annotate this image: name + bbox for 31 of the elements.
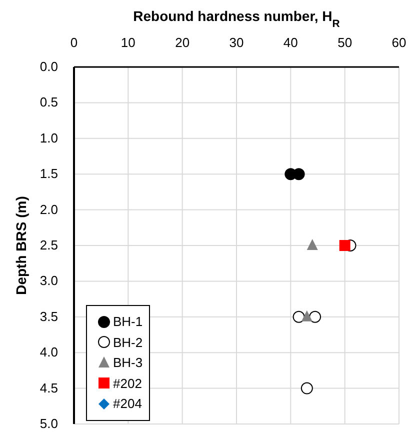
point	[309, 310, 322, 323]
legend-label: #202	[113, 376, 142, 391]
x-tick-label: 40	[283, 35, 298, 50]
y-tick-label: 4.5	[40, 380, 58, 396]
point	[339, 240, 350, 251]
point	[292, 310, 305, 323]
x-tick-label: 60	[392, 35, 406, 50]
point	[301, 310, 312, 322]
x-tick-label: 10	[120, 35, 136, 50]
y-tick-label: 2.0	[40, 202, 58, 217]
legend-label: BH-1	[113, 314, 143, 330]
y-tick-label: 0.5	[40, 94, 58, 110]
y-tick-label: 0.0	[40, 59, 58, 74]
legend-label: #204	[113, 396, 142, 412]
x-tick-label: 30	[229, 35, 244, 50]
legend-label: BH-2	[113, 334, 143, 350]
x-tick-label: 50	[338, 35, 352, 50]
x-axis-title: Rebound hardness number, H$_{R}$	[133, 8, 340, 30]
y-tick-label: 1.5	[40, 166, 58, 182]
y-tick-label: 5.0	[40, 416, 58, 431]
legend-label: BH-3	[113, 355, 143, 370]
y-tick-label: 3.5	[40, 308, 58, 324]
y-tick-label: 2.5	[40, 238, 58, 252]
y-axis-title: Depth BRS (m)	[13, 196, 29, 295]
y-tick-label: 3.0	[40, 273, 58, 288]
x-tick-label: 0	[70, 35, 78, 50]
point	[306, 239, 318, 250]
x-tick-label: 20	[175, 35, 190, 50]
y-tick-label: 4.0	[40, 344, 58, 360]
y-tick-label: 1.0	[40, 130, 58, 146]
point	[300, 382, 313, 394]
